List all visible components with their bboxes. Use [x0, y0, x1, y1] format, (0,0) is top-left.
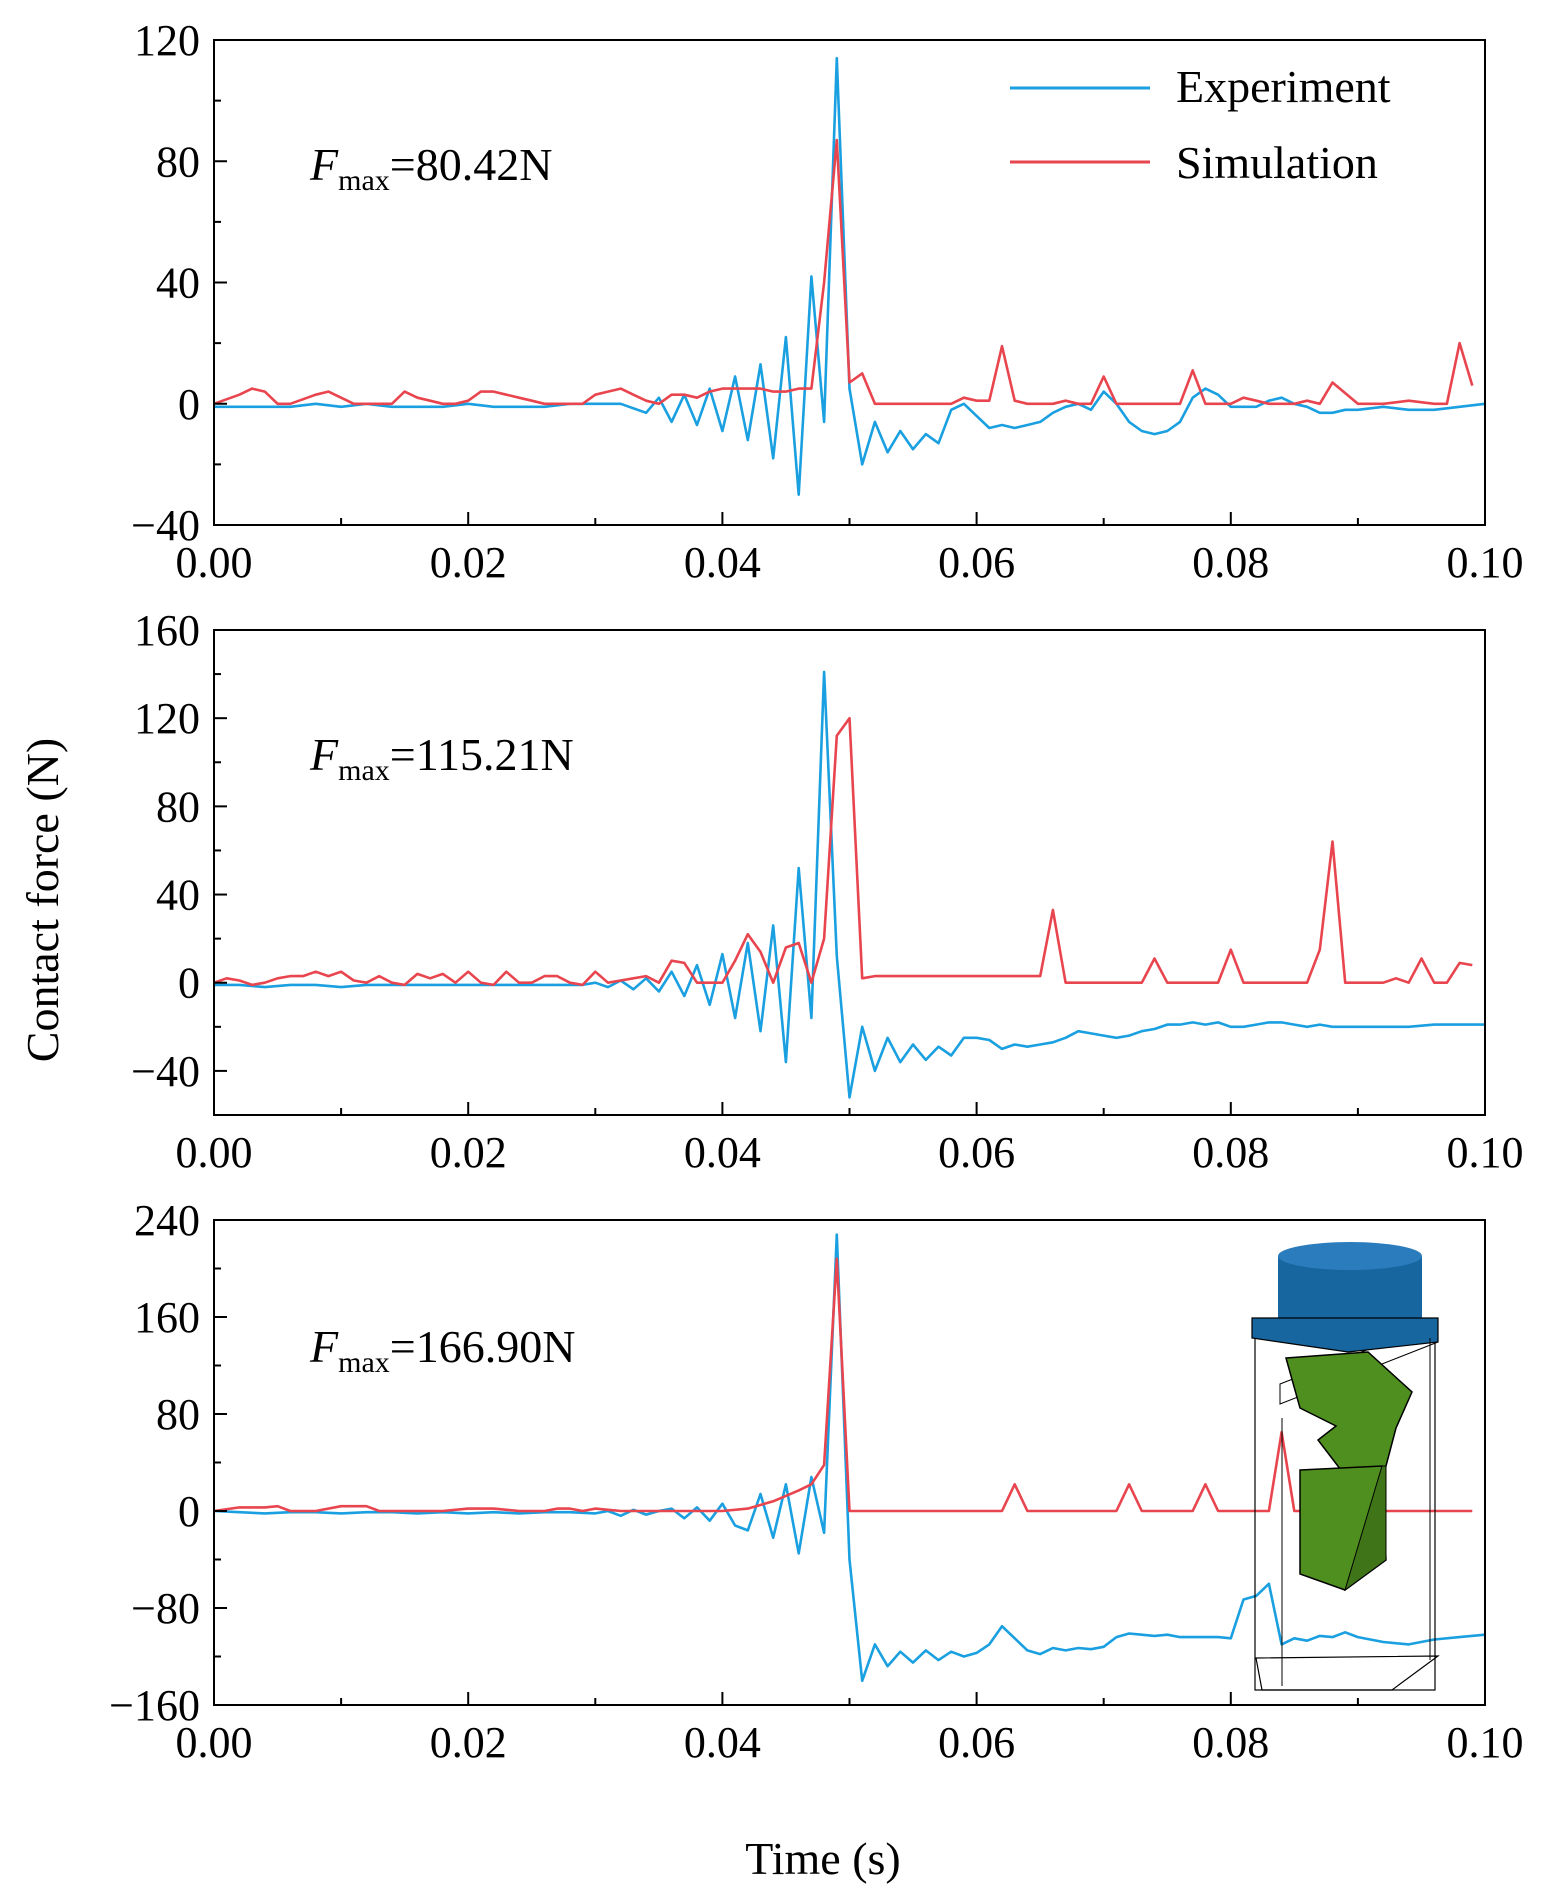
fmax-symbol: F: [309, 1321, 339, 1372]
fmax-subscript: max: [338, 1346, 390, 1379]
inset-body-side: [1344, 1465, 1387, 1592]
pendulum-impact-model-icon: [1251, 1242, 1440, 1691]
x-tick-label: 0.04: [684, 1718, 761, 1767]
y-tick-label: −40: [131, 501, 200, 550]
fmax-symbol: F: [309, 139, 339, 190]
plot-frame: [213, 629, 1486, 1116]
y-axis-label: Contact force (N): [17, 738, 68, 1062]
x-tick-label: 0.06: [938, 538, 1015, 587]
x-tick-label: 0.10: [1447, 1128, 1524, 1177]
x-tick-label: 0.06: [938, 1128, 1015, 1177]
y-tick-label: 0: [178, 380, 200, 429]
x-tick-label: 0.08: [1192, 1718, 1269, 1767]
chart-panel-2: 0.00 0.02 0.04 0.06 0.08 0.10 −40 0 40 80 120 160 Fm…: [131, 606, 1523, 1177]
y-tick-label: 120: [134, 694, 200, 743]
chart-panel-1: 0.00 0.02 0.04 0.06 0.08 0.10 −40 0 40 80 120 Fmax=…: [131, 16, 1523, 587]
y-tick-label: 120: [134, 16, 200, 65]
y-tick-label: 160: [134, 606, 200, 655]
x-tick-label: 0.10: [1447, 538, 1524, 587]
y-tick-label: 40: [156, 259, 200, 308]
fmax-annotation: Fmax=166.90N: [309, 1321, 575, 1379]
x-tick-label: 0.00: [176, 538, 253, 587]
y-tick-label: 40: [156, 871, 200, 920]
series-line-simulation: [213, 716, 1473, 987]
y-tick-label: 0: [178, 959, 200, 1008]
y-tick-label: 240: [134, 1196, 200, 1245]
plot-frame: [213, 39, 1486, 526]
fmax-subscript: max: [338, 754, 390, 787]
x-tick-label: 0.04: [684, 1128, 761, 1177]
x-tick-label: 0.10: [1447, 1718, 1524, 1767]
y-tick-label: 160: [134, 1293, 200, 1342]
inset-frame-base: [1255, 1655, 1440, 1691]
legend-label-simulation: Simulation: [1176, 137, 1378, 188]
series-line-simulation: [213, 1257, 1473, 1513]
legend: Experiment Simulation: [1010, 61, 1391, 188]
y-tick-label: 80: [156, 137, 200, 186]
series-line-experiment: [214, 56, 1486, 497]
fmax-annotation: Fmax=80.42N: [309, 139, 552, 197]
x-tick-label: 0.02: [430, 1718, 507, 1767]
series-line-experiment: [213, 1233, 1486, 1683]
x-tick-label: 0.00: [176, 1128, 253, 1177]
x-tick-label: 0.00: [176, 1718, 253, 1767]
y-tick-label: −80: [131, 1584, 200, 1633]
y-tick-label: −40: [131, 1047, 200, 1096]
y-tick-label: −160: [109, 1681, 200, 1730]
fmax-value: =80.42N: [390, 139, 553, 190]
y-tick-label: 80: [156, 782, 200, 831]
legend-label-experiment: Experiment: [1176, 61, 1391, 112]
inset-head-plate: [1251, 1317, 1439, 1353]
fmax-value: =166.90N: [390, 1321, 576, 1372]
fmax-subscript: max: [338, 164, 390, 197]
x-tick-label: 0.08: [1192, 538, 1269, 587]
x-tick-label: 0.02: [430, 538, 507, 587]
x-axis-label: Time (s): [745, 1833, 901, 1884]
x-tick-label: 0.08: [1192, 1128, 1269, 1177]
x-tick-label: 0.04: [684, 538, 761, 587]
fmax-annotation: Fmax=115.21N: [309, 729, 574, 787]
chart-panel-3: 0.00 0.02 0.04 0.06 0.08 0.10 −160 −80 0 80 160 240…: [109, 1196, 1523, 1767]
fmax-value: =115.21N: [390, 729, 574, 780]
inset-body-upper: [1285, 1351, 1413, 1475]
y-tick-label: 0: [178, 1487, 200, 1536]
x-tick-label: 0.02: [430, 1128, 507, 1177]
series-line-experiment: [214, 670, 1485, 1099]
x-tick-label: 0.06: [938, 1718, 1015, 1767]
fmax-symbol: F: [309, 729, 339, 780]
series-line-simulation: [213, 138, 1474, 406]
y-tick-label: 80: [156, 1390, 200, 1439]
inset-head-top: [1278, 1242, 1422, 1270]
